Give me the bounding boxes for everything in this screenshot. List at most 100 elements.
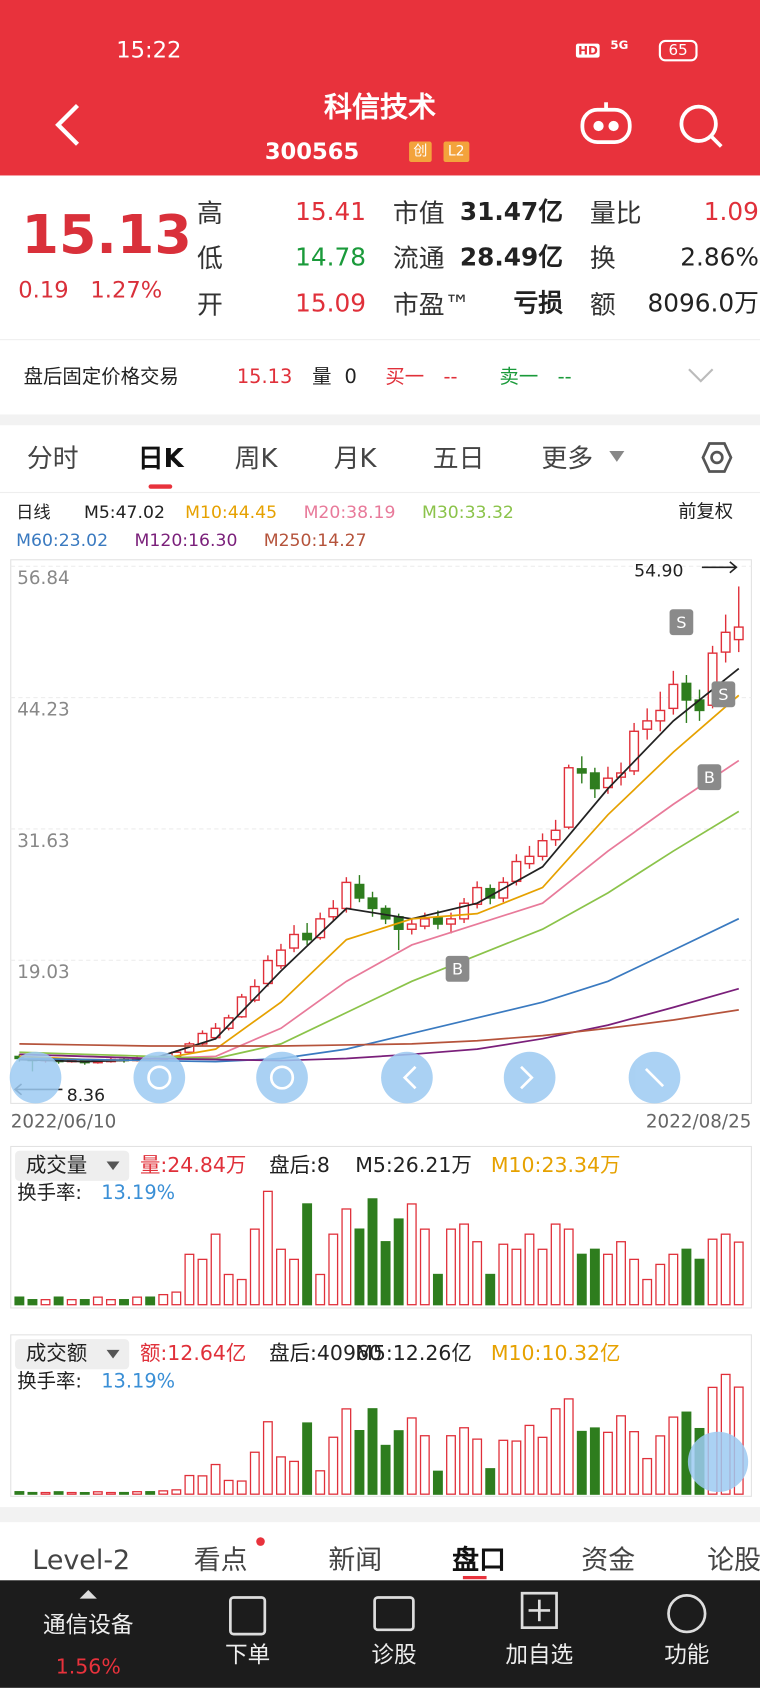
bottom-tab[interactable]: 论股 <box>707 1544 760 1576</box>
nav-label[interactable]: 加自选 <box>505 1642 574 1669</box>
panel-selector <box>15 1339 130 1370</box>
candle-body <box>328 907 339 918</box>
field-label: 低 <box>196 243 223 274</box>
change-pct: 1.27% <box>90 277 163 304</box>
robot-icon[interactable] <box>580 102 632 144</box>
panel-title[interactable]: 成交量 <box>25 1153 88 1178</box>
amount-bar <box>616 1415 626 1495</box>
nav-label[interactable]: 功能 <box>664 1642 710 1669</box>
candle-body <box>576 768 587 774</box>
bottom-tab[interactable]: Level-2 <box>32 1544 131 1576</box>
after-hours-label: 盘后固定价格交易 <box>23 366 179 389</box>
volume-bar <box>27 1299 38 1306</box>
volume-bar <box>642 1278 653 1306</box>
volume-bar <box>406 1203 417 1306</box>
volume-bar <box>616 1241 626 1306</box>
amount-bar <box>79 1491 90 1495</box>
turnover-value: 13.19% <box>101 1370 176 1393</box>
gap <box>0 414 760 426</box>
volume-bar <box>40 1299 51 1306</box>
ma-line <box>19 1009 739 1047</box>
amount-bar <box>158 1490 169 1495</box>
amount-bar <box>328 1436 339 1495</box>
panel-title[interactable]: 成交额 <box>25 1341 88 1366</box>
chart-controls[interactable] <box>9 1051 749 1493</box>
chart-tab[interactable]: 周K <box>234 443 278 474</box>
volume-bar <box>328 1233 339 1306</box>
chart-tab[interactable]: 日K <box>137 443 184 474</box>
header-bar <box>0 0 760 176</box>
volume-bar <box>66 1299 77 1306</box>
chart-tab[interactable]: 分时 <box>26 443 79 474</box>
search-icon[interactable] <box>679 104 723 148</box>
bottom-tab[interactable]: 资金 <box>581 1544 636 1576</box>
bottom-tab[interactable]: 看点 <box>193 1544 248 1576</box>
chart-tab[interactable]: 月K <box>333 443 377 474</box>
candle-body <box>367 897 378 910</box>
volume-bar <box>537 1248 548 1306</box>
candle-body <box>668 683 679 710</box>
panel-stat: 量:24.84万 <box>139 1153 247 1178</box>
status-hd: HD <box>575 43 600 58</box>
y-tick-label: 31.63 <box>17 831 69 852</box>
amount-bar <box>589 1427 600 1495</box>
badge-dot <box>256 1537 265 1546</box>
bottom-tab[interactable]: 新闻 <box>328 1544 383 1576</box>
volume-bar <box>184 1253 195 1306</box>
amount-bar <box>210 1463 221 1495</box>
candle-body <box>262 959 273 985</box>
nav-sub: 1.56% <box>55 1655 121 1679</box>
expand-icon[interactable] <box>688 368 714 383</box>
after-hours-vol-label: 量 <box>312 366 332 389</box>
ma-legend-item: M30:33.32 <box>421 501 514 523</box>
volume-bar <box>14 1296 25 1306</box>
candle-body <box>197 1032 208 1045</box>
amount-bar <box>105 1491 116 1495</box>
volume-frame <box>10 1145 752 1309</box>
nav-label[interactable]: 诊股 <box>371 1642 417 1669</box>
amount-bar <box>354 1430 365 1495</box>
chart-tab[interactable]: 五日 <box>432 443 485 474</box>
volume-bar <box>105 1299 116 1306</box>
volume-bar <box>92 1296 103 1306</box>
panel-stat: 额:12.64亿 <box>139 1341 247 1366</box>
trade-mark-box <box>697 764 722 791</box>
amount-bar <box>302 1422 313 1495</box>
amount-bar <box>406 1417 417 1495</box>
settings-icon[interactable] <box>701 442 733 473</box>
volume-bar <box>498 1243 509 1306</box>
amount-bar <box>197 1475 208 1495</box>
amount-bar <box>642 1457 653 1495</box>
nav-label[interactable]: 通信设备 <box>43 1612 134 1638</box>
field-label: 流通 <box>392 243 445 274</box>
volume-bar <box>262 1190 273 1306</box>
amount-bar <box>145 1491 156 1495</box>
trade-mark: B <box>704 768 715 787</box>
amount-bar <box>550 1408 561 1495</box>
panel-stat: M5:26.21万 <box>355 1153 472 1178</box>
buy-value: -- <box>443 366 458 389</box>
candle-body <box>419 918 430 927</box>
panel-caret <box>106 1161 120 1171</box>
candle-body <box>642 720 653 730</box>
date-end: 2022/08/25 <box>645 1111 752 1134</box>
amount-bar <box>576 1430 587 1495</box>
panel-stat: M10:10.32亿 <box>490 1341 621 1366</box>
ma-legend-item: M120:16.30 <box>134 529 238 551</box>
back-icon[interactable] <box>55 103 80 146</box>
candle-body <box>302 932 313 941</box>
field-label: 额 <box>589 289 616 320</box>
adjust-mode[interactable]: 前复权 <box>678 501 734 523</box>
chart-tab[interactable]: 更多 <box>541 443 594 474</box>
nav-label[interactable]: 下单 <box>224 1642 271 1669</box>
field-label: 开 <box>196 289 223 320</box>
volume-bar <box>563 1228 574 1306</box>
amount-bar <box>485 1468 496 1495</box>
candle-body <box>472 886 483 905</box>
bottom-tab[interactable]: 盘口 <box>452 1544 506 1576</box>
nav-icons <box>79 1589 707 1636</box>
status-network: 5G <box>610 38 629 53</box>
after-hours-vol: 0 <box>344 366 357 389</box>
ma-line <box>19 667 740 1063</box>
volume-bar <box>289 1258 299 1306</box>
